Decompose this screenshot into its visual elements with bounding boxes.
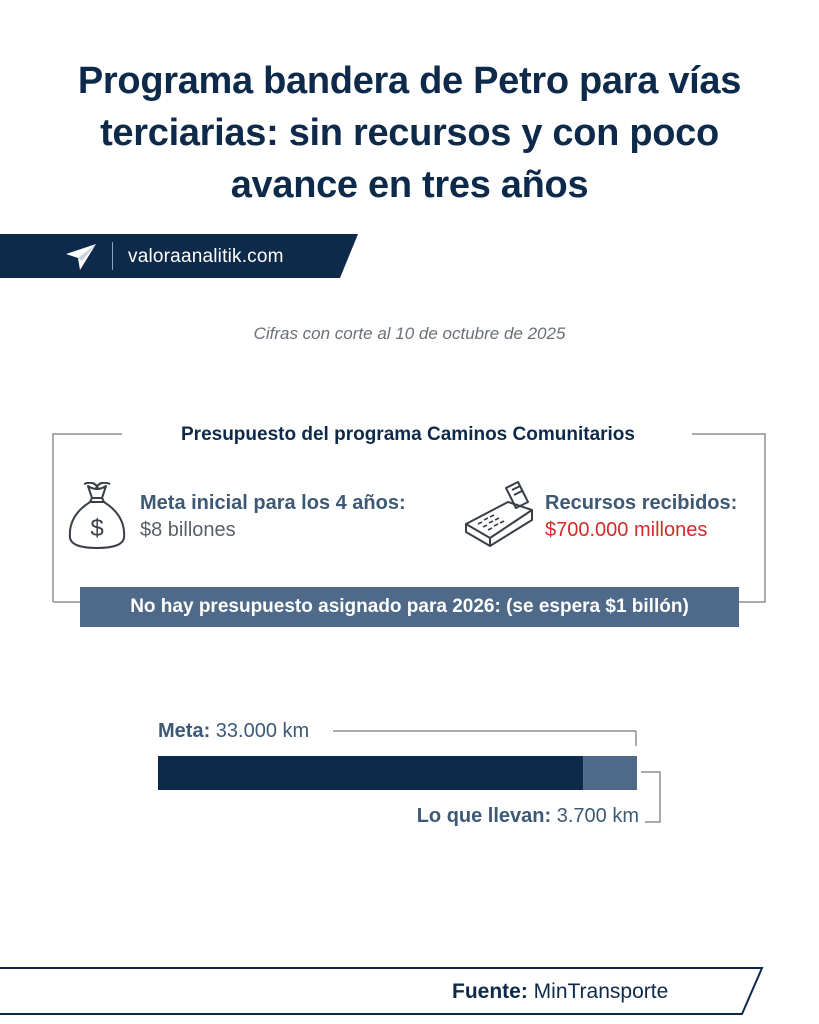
goal-bar-label-value: 33.000 km	[215, 720, 310, 742]
budget-box-title: Presupuesto del programa Caminos Comunit…	[130, 424, 686, 446]
brand-band-shape	[0, 234, 358, 278]
page-title: Programa bandera de Petro para vías terc…	[77, 60, 742, 206]
date-cutoff-note: Cifras con corte al 10 de octubre de 202…	[253, 324, 566, 343]
brand-site-link[interactable]: valoraanalitik.com	[128, 246, 284, 267]
goal-label: Meta inicial para los 4 años:	[140, 492, 406, 514]
budget-box-frame	[52, 433, 766, 603]
footer-frame	[0, 967, 764, 1015]
payment-terminal-icon	[462, 480, 538, 550]
svg-text:$: $	[90, 515, 103, 542]
progress-bar-label: Lo que llevan: 3.700 km	[394, 805, 639, 828]
progress-bar	[583, 756, 637, 790]
progress-bracket	[641, 771, 661, 823]
goal-bar-label: Meta: 33.000 km	[158, 720, 309, 743]
received-value: $700.000 millones	[545, 519, 708, 541]
money-bag-icon: $	[64, 481, 130, 552]
source-label: Fuente:	[452, 980, 528, 1003]
source-note: Fuente: MinTransporte	[452, 980, 668, 1004]
brand-divider	[112, 242, 113, 270]
progress-bar-label-title: Lo que llevan:	[416, 805, 552, 827]
received-label: Recursos recibidos:	[545, 492, 738, 514]
goal-bar	[158, 756, 584, 790]
progress-bar-label-value: 3.700 km	[556, 805, 639, 827]
brand-band	[0, 234, 360, 278]
goal-bar-label-title: Meta:	[158, 720, 211, 742]
source-value: MinTransporte	[533, 980, 669, 1003]
progress-bar-chart	[158, 730, 661, 823]
paper-plane-icon	[66, 244, 96, 270]
budget-2026-note: No hay presupuesto asignado para 2026: (…	[80, 587, 739, 627]
goal-value: $8 billones	[140, 519, 236, 541]
